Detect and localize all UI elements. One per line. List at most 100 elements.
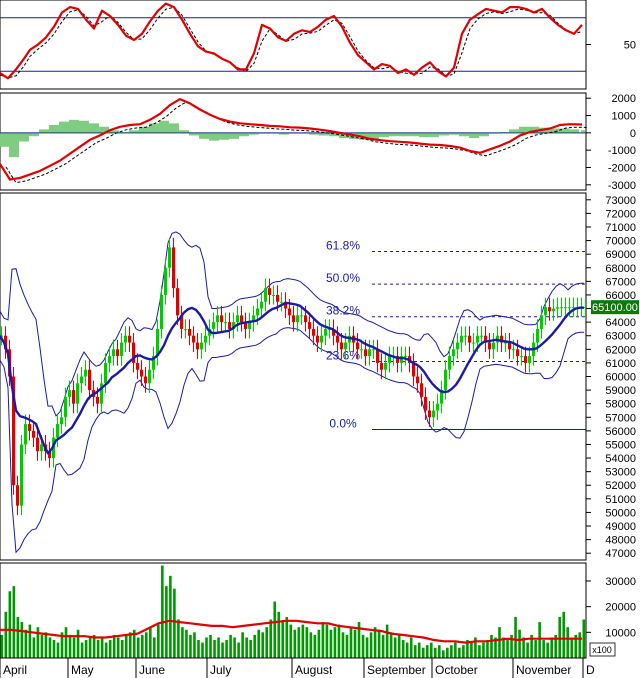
candlestick [272,294,276,296]
candlestick [512,349,516,351]
panel-frame [0,92,587,191]
volume-bar [108,640,112,658]
candlestick [556,307,560,309]
volume-bar [144,632,148,658]
fibonacci-level-label: 61.8% [326,238,360,252]
candlestick [252,315,256,323]
candlestick [388,356,392,363]
candlestick [204,335,208,343]
candlestick [520,356,524,358]
candlestick [340,342,344,350]
volume-bar [104,642,108,658]
volume-bar [413,645,417,658]
candlestick [536,328,540,343]
volume-bar [225,640,228,658]
candlestick [568,307,572,309]
candlestick [184,328,188,330]
candlestick [304,315,308,323]
volume-bar [429,642,433,658]
volume-bar [76,629,80,658]
candlestick [376,349,380,363]
volume-bar [237,642,240,658]
candlestick [504,342,508,344]
candlestick [232,322,236,329]
candlestick [12,376,16,486]
price-tick-label: 66000 [605,290,636,302]
candlestick [76,383,80,404]
candlestick [476,335,480,343]
volume-bar [389,632,393,658]
volume-bar [506,640,509,658]
price-tick-label: 49000 [605,521,636,533]
candlestick [440,390,444,404]
volume-bar [454,642,457,658]
volume-bar [124,634,128,658]
price-tick-label: 52000 [605,480,636,492]
candlestick [416,376,420,384]
volume-bar [24,629,28,658]
price-tick-label: 72000 [605,208,636,220]
macd-signal-line [5,101,589,184]
volume-bar [20,622,24,658]
candlestick [20,444,24,506]
candlestick [364,349,368,357]
candlestick [216,315,220,323]
x-tick-label: July [210,663,231,677]
candlestick [72,390,76,404]
candlestick [280,301,284,303]
volume-bar [241,632,244,658]
volume-bar [16,616,20,658]
price-tick-label: 54000 [605,453,636,465]
volume-bar [44,632,48,658]
fibonacci-level-label: 38.2% [326,304,360,318]
candlestick [508,342,512,350]
volume-bar [357,622,361,658]
candlestick [460,335,464,343]
candlestick [336,335,340,343]
price-tick-label: 53000 [605,467,636,479]
volume-bar [433,647,437,658]
candlestick [540,315,544,329]
price-tick-label: 73000 [605,195,636,207]
macd-tick-label: 0 [630,128,636,140]
volume-bar [245,637,248,658]
candlestick [212,322,216,329]
candlestick [60,417,64,425]
candlestick [108,356,112,363]
candlestick [224,322,228,324]
volume-bar [574,634,578,658]
macd-tick-label: 2000 [612,93,636,105]
volume-bar [546,642,549,658]
candlestick [128,335,132,343]
x-tick-label: May [71,663,94,677]
price-tick-label: 59000 [605,385,636,397]
volume-bar [229,634,232,658]
candlestick [368,349,372,357]
panel-frame [0,0,587,90]
volume-bar [514,616,517,658]
volume-bar [417,642,421,658]
candlestick [172,247,176,289]
candlestick [24,424,28,445]
x-tick-label: November [516,663,571,677]
candlestick [136,362,140,370]
candlestick [456,342,460,350]
volume-bar [450,645,453,658]
candlestick [56,424,60,438]
candlestick [180,315,184,329]
candlestick [268,288,272,295]
volume-bar [570,637,574,658]
candlestick [312,328,316,336]
candlestick [236,315,240,323]
volume-unit-label: x100 [592,645,612,655]
candlestick [32,430,36,438]
candlestick [428,410,432,418]
candlestick [120,342,124,357]
candlestick [308,322,312,329]
volume-bar [185,629,188,658]
volume-bar [337,624,341,658]
bollinger-lower-band [0,327,584,554]
volume-bar [149,627,152,658]
volume-bar [558,616,562,658]
